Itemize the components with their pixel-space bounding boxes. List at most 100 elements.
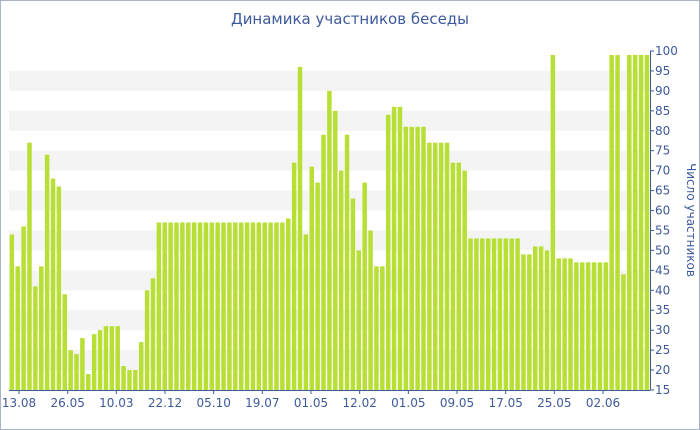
bar — [121, 366, 126, 390]
bar — [138, 342, 144, 390]
x-tick-label: 26.05 — [50, 396, 84, 410]
bar — [262, 222, 267, 390]
bar — [250, 222, 256, 390]
bar — [456, 162, 462, 390]
x-tick-label: 10.03 — [99, 396, 133, 410]
bar — [280, 222, 285, 390]
bar — [297, 66, 303, 390]
bar — [515, 238, 520, 390]
chart-title: Динамика участников беседы — [230, 10, 470, 28]
bar — [21, 226, 26, 390]
bar — [56, 186, 62, 390]
bar — [585, 262, 591, 390]
bar — [133, 370, 138, 390]
bar — [468, 238, 473, 390]
bar — [238, 222, 244, 390]
bar — [39, 266, 44, 390]
bar — [362, 182, 367, 390]
bar — [380, 266, 385, 390]
bar — [103, 326, 109, 390]
bar — [632, 54, 638, 391]
bar — [433, 142, 438, 390]
bar — [327, 90, 332, 390]
bar — [285, 218, 291, 390]
bar — [485, 238, 491, 390]
bar — [544, 250, 550, 390]
bar — [227, 222, 232, 390]
bar — [44, 154, 50, 390]
bar — [527, 254, 532, 390]
y-tick-label: 85 — [655, 104, 670, 118]
bar — [197, 222, 203, 390]
bar — [303, 234, 309, 390]
bar — [162, 222, 167, 390]
x-tick-label: 01.05 — [294, 396, 328, 410]
y-tick-label: 75 — [655, 144, 670, 158]
bar — [156, 222, 162, 390]
y-tick-label: 60 — [655, 204, 670, 218]
bar — [127, 370, 132, 390]
y-tick-label: 25 — [655, 343, 670, 357]
bar — [344, 134, 350, 390]
bar — [221, 222, 226, 390]
bar — [215, 222, 220, 390]
bar — [509, 238, 514, 390]
x-tick-label: 13.08 — [2, 396, 36, 410]
axes — [9, 50, 654, 394]
bar — [597, 262, 603, 390]
bar — [115, 326, 120, 390]
bar — [391, 106, 397, 390]
bar — [427, 142, 432, 390]
bar — [621, 274, 626, 390]
y-tick-label: 35 — [655, 303, 670, 317]
bar — [627, 54, 632, 391]
y-tick-label: 40 — [655, 283, 670, 297]
bar — [644, 54, 650, 391]
y-axis-label: Число участников — [684, 163, 698, 277]
bar — [574, 262, 579, 390]
bar — [356, 250, 362, 390]
bar — [421, 126, 426, 390]
grid-band — [9, 70, 650, 91]
bar — [27, 142, 32, 390]
y-tick-label: 30 — [655, 323, 670, 337]
bar — [580, 262, 585, 390]
bar — [397, 106, 403, 390]
bar — [109, 326, 115, 390]
x-tick-label: 09.05 — [440, 396, 474, 410]
bar — [409, 126, 414, 390]
bars — [9, 54, 650, 391]
bar — [462, 170, 467, 390]
bar — [591, 262, 597, 390]
bar — [568, 258, 573, 390]
bar — [385, 114, 391, 390]
bar — [33, 286, 38, 390]
x-tick-label: 05.10 — [196, 396, 230, 410]
bar — [609, 54, 614, 391]
x-tick-label: 22.12 — [148, 396, 182, 410]
bar — [9, 234, 15, 390]
bar — [321, 134, 326, 390]
bar — [350, 198, 356, 390]
bar — [268, 222, 273, 390]
y-tick-label: 70 — [655, 164, 670, 178]
x-tick-label: 02.06 — [586, 396, 620, 410]
bar — [374, 266, 379, 390]
bar — [15, 266, 20, 390]
bar — [415, 126, 420, 390]
y-tick-label: 20 — [655, 363, 670, 377]
y-tick-label: 55 — [655, 223, 670, 237]
bar — [315, 182, 320, 390]
y-tick-label: 80 — [655, 124, 670, 138]
bar — [550, 54, 556, 391]
bar — [556, 258, 561, 390]
bar — [50, 178, 56, 390]
bar — [74, 354, 79, 390]
bar — [244, 222, 250, 390]
bar — [521, 254, 526, 390]
bar — [168, 222, 173, 390]
bar — [309, 166, 314, 390]
bar — [233, 222, 238, 390]
y-tick-label: 90 — [655, 84, 670, 98]
bar — [368, 230, 373, 390]
